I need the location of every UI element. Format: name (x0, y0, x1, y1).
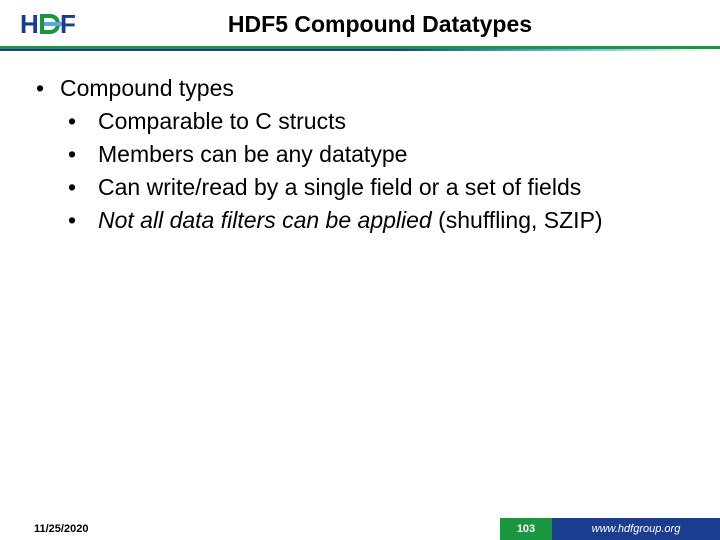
bullet-text: Not all data filters can be applied (shu… (98, 205, 690, 236)
bullet-text: Can write/read by a single field or a se… (98, 172, 690, 203)
bullet-level2: • Not all data filters can be applied (s… (30, 205, 690, 236)
slide-header: H F HDF5 Compound Datatypes (0, 0, 720, 46)
bullet-text: Compound types (60, 73, 690, 104)
svg-text:F: F (60, 9, 76, 39)
svg-text:H: H (20, 9, 39, 39)
footer-page-number: 103 (500, 518, 552, 540)
slide-title: HDF5 Compound Datatypes (120, 11, 640, 38)
footer-brand-url: www.hdfgroup.org (552, 518, 720, 540)
italic-text: Not all data filters can be applied (98, 207, 432, 233)
bullet-text: Members can be any datatype (98, 139, 690, 170)
bullet-text: Comparable to C structs (98, 106, 690, 137)
footer-date: 11/25/2020 (0, 523, 500, 535)
slide-footer: 11/25/2020 103 www.hdfgroup.org (0, 518, 720, 540)
bullet-dot: • (30, 73, 60, 104)
plain-text: (shuffling, SZIP) (432, 207, 603, 233)
bullet-dot: • (68, 172, 98, 203)
bullet-dot: • (68, 139, 98, 170)
bullet-level2: • Members can be any datatype (30, 139, 690, 170)
bullet-level2: • Can write/read by a single field or a … (30, 172, 690, 203)
bullet-level1: • Compound types (30, 73, 690, 104)
bullet-level2: • Comparable to C structs (30, 106, 690, 137)
hdf-logo: H F (20, 8, 80, 40)
slide-content: • Compound types • Comparable to C struc… (0, 51, 720, 236)
bullet-dot: • (68, 106, 98, 137)
bullet-dot: • (68, 205, 98, 236)
